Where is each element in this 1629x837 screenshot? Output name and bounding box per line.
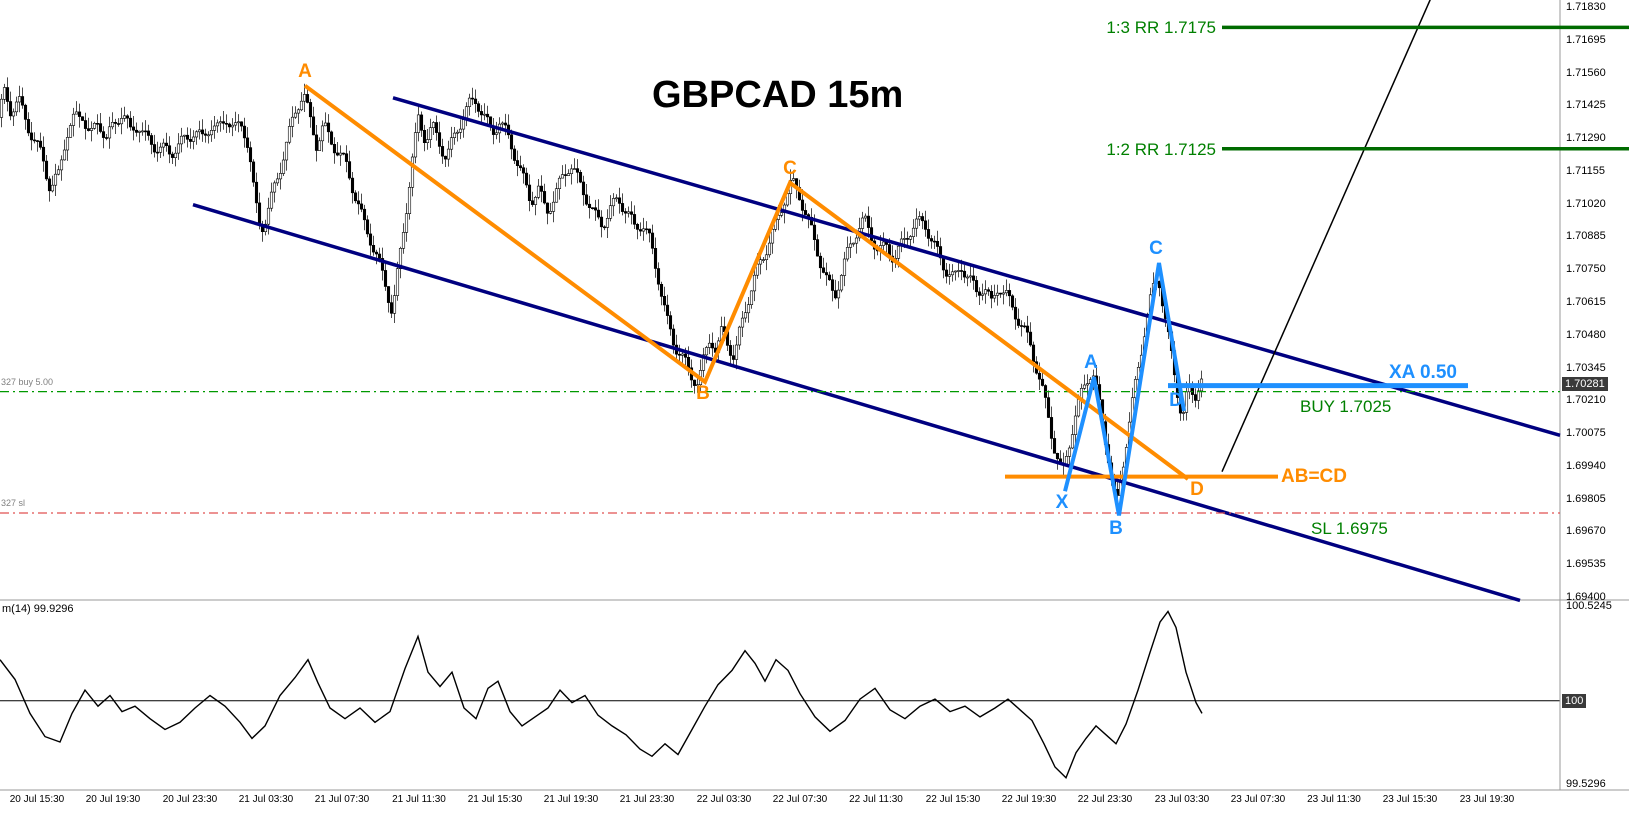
current-price-tag: 1.70281: [1562, 377, 1608, 391]
price-axis-label: 1.69670: [1566, 525, 1606, 537]
rr3-target-label: 1:3 RR 1.7175: [1106, 18, 1216, 37]
time-axis-label: 23 Jul 15:30: [1382, 794, 1438, 805]
price-axis-label: 1.70480: [1566, 329, 1606, 341]
time-axis-label: 20 Jul 23:30: [162, 794, 218, 805]
order-buy-line-label: 327 buy 5.00: [1, 377, 54, 387]
xabcd-point-d-label: D: [1169, 390, 1183, 411]
rr2-target-label: 1:2 RR 1.7125: [1106, 140, 1216, 159]
abcd-point-c-label: C: [783, 158, 797, 179]
chart-title: GBPCAD 15m: [652, 74, 904, 116]
time-axis-label: 22 Jul 19:30: [1001, 794, 1057, 805]
abcd-point-b-label: B: [696, 383, 710, 404]
xabcd-pattern-line[interactable]: [1063, 262, 1186, 516]
channel-lower-line[interactable]: [192, 203, 1521, 603]
price-axis-label: 1.69805: [1566, 493, 1606, 505]
stop-loss-label: SL 1.6975: [1311, 519, 1388, 538]
candlestick-series: [0, 77, 1204, 506]
time-axis-label: 20 Jul 15:30: [9, 794, 65, 805]
price-axis-label: 1.71695: [1566, 34, 1606, 46]
indicator-level-tag: 100: [1562, 694, 1587, 708]
xa-ratio-label: XA 0.50: [1389, 362, 1457, 383]
price-axis-label: 1.71020: [1566, 198, 1606, 210]
indicator-axis-label: 100.5245: [1566, 600, 1612, 612]
xabcd-point-a-label: A: [1084, 352, 1098, 373]
time-axis-label: 22 Jul 07:30: [772, 794, 828, 805]
price-axis-label: 1.70615: [1566, 296, 1606, 308]
xabcd-point-c-label: C: [1149, 238, 1163, 259]
xabcd-point-x-label: X: [1055, 492, 1069, 513]
price-axis-label: 1.71560: [1566, 67, 1606, 79]
time-axis-label: 23 Jul 19:30: [1459, 794, 1515, 805]
buy-entry-label: BUY 1.7025: [1300, 397, 1392, 416]
time-axis-label: 22 Jul 15:30: [925, 794, 981, 805]
price-axis-label: 1.70885: [1566, 230, 1606, 242]
price-axis-label: 1.71155: [1566, 165, 1605, 177]
momentum-line: [0, 610, 1203, 780]
indicator-label: m(14) 99.9296: [2, 603, 74, 615]
xabcd-point-b-label: B: [1109, 518, 1123, 539]
abcd-ratio-label: AB=CD: [1281, 466, 1347, 487]
time-axis-label: 21 Jul 19:30: [543, 794, 599, 805]
price-axis-label: 1.69940: [1566, 460, 1606, 472]
price-axis-label: 1.70210: [1566, 394, 1606, 406]
time-axis-label: 20 Jul 19:30: [85, 794, 141, 805]
time-axis-label: 22 Jul 11:30: [849, 794, 903, 805]
time-axis-label: 21 Jul 23:30: [619, 794, 675, 805]
time-axis-label: 22 Jul 23:30: [1077, 794, 1133, 805]
time-axis-label: 21 Jul 11:30: [392, 794, 446, 805]
time-axis-label: 23 Jul 11:30: [1307, 794, 1361, 805]
price-axis-label: 1.71425: [1566, 99, 1606, 111]
time-axis-label: 21 Jul 03:30: [238, 794, 294, 805]
abcd-pattern-line[interactable]: [303, 84, 1190, 481]
time-axis-label: 21 Jul 15:30: [467, 794, 523, 805]
price-axis-label: 1.69535: [1566, 558, 1606, 570]
time-axis-label: 23 Jul 07:30: [1230, 794, 1286, 805]
abcd-point-d-label: D: [1190, 479, 1204, 500]
price-axis-label: 1.70075: [1566, 427, 1606, 439]
time-axis-label: 22 Jul 03:30: [696, 794, 752, 805]
price-axis-label: 1.70750: [1566, 263, 1606, 275]
abcd-point-a-label: A: [298, 61, 312, 82]
time-axis-label: 23 Jul 03:30: [1154, 794, 1210, 805]
price-axis-label: 1.71830: [1566, 1, 1606, 13]
time-axis-label: 21 Jul 07:30: [314, 794, 370, 805]
order-sl-line-label: 327 sl: [1, 498, 26, 508]
price-axis-label: 1.71290: [1566, 132, 1606, 144]
price-axis-label: 1.69400: [1566, 591, 1606, 603]
indicator-axis-label: 99.5296: [1566, 778, 1606, 790]
price-axis-label: 1.70345: [1566, 362, 1606, 374]
channel-upper-line[interactable]: [392, 96, 1561, 437]
